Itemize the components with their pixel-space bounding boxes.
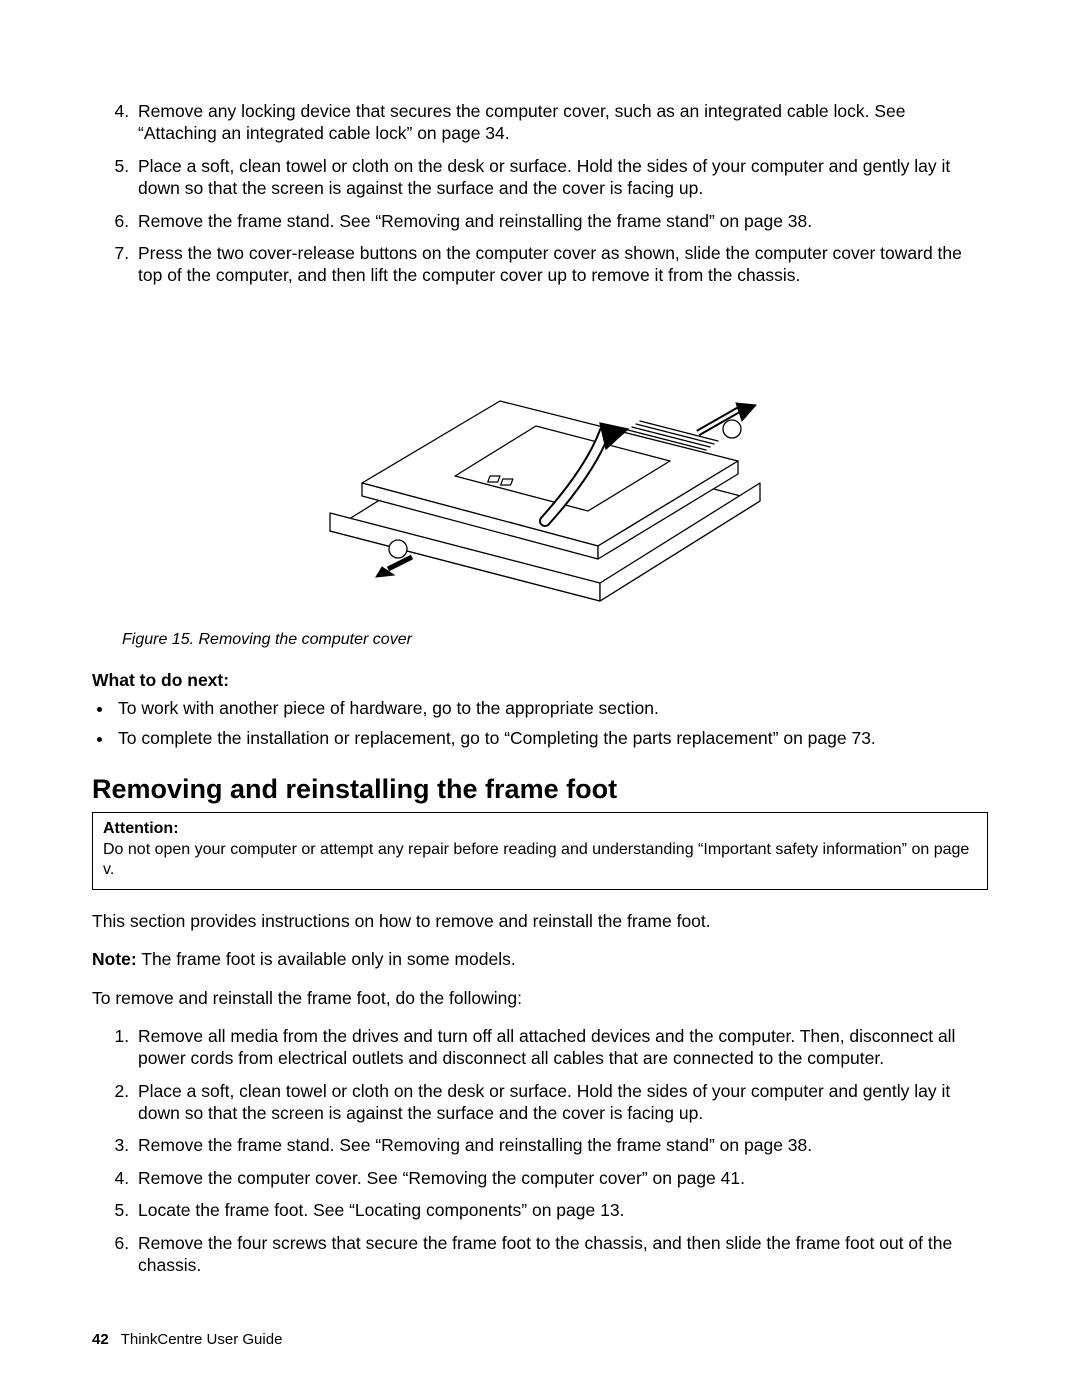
figure-caption: Figure 15. Removing the computer cover (122, 630, 988, 650)
footer-title: ThinkCentre User Guide (121, 1331, 283, 1348)
attention-label: Attention: (103, 820, 179, 837)
list-item: Remove the computer cover. See “Removing… (134, 1167, 988, 1189)
list-item: Remove the four screws that secure the f… (134, 1232, 988, 1277)
attention-box: Attention: Do not open your computer or … (92, 812, 988, 889)
list-item: Remove the frame stand. See “Removing an… (134, 1134, 988, 1156)
list-item: Remove any locking device that secures t… (134, 100, 988, 145)
list-item: To work with another piece of hardware, … (114, 697, 988, 719)
list-item: Remove the frame stand. See “Removing an… (134, 210, 988, 232)
continued-ordered-list: Remove any locking device that secures t… (92, 100, 988, 287)
figure (92, 311, 988, 616)
intro-paragraph: This section provides instructions on ho… (92, 910, 988, 932)
steps-list: Remove all media from the drives and tur… (92, 1025, 988, 1277)
list-item: To complete the installation or replacem… (114, 727, 988, 749)
what-next-list: To work with another piece of hardware, … (92, 697, 988, 750)
list-item: Locate the frame foot. See “Locating com… (134, 1199, 988, 1221)
list-item: Remove all media from the drives and tur… (134, 1025, 988, 1070)
section-title: Removing and reinstalling the frame foot (92, 772, 988, 807)
list-item: Place a soft, clean towel or cloth on th… (134, 1080, 988, 1125)
note-label: Note: (92, 949, 137, 969)
list-item: Press the two cover-release buttons on t… (134, 242, 988, 287)
list-item: Place a soft, clean towel or cloth on th… (134, 155, 988, 200)
page-number: 42 (92, 1331, 109, 1348)
document-page: Remove any locking device that secures t… (0, 0, 1080, 1397)
attention-text: Do not open your computer or attempt any… (103, 841, 969, 878)
note-text: The frame foot is available only in some… (137, 949, 516, 969)
page-footer: 42 ThinkCentre User Guide (92, 1330, 282, 1349)
lead-in: To remove and reinstall the frame foot, … (92, 987, 988, 1009)
note-paragraph: Note: The frame foot is available only i… (92, 948, 988, 970)
computer-cover-diagram (300, 311, 780, 611)
what-next-heading: What to do next: (92, 669, 988, 691)
